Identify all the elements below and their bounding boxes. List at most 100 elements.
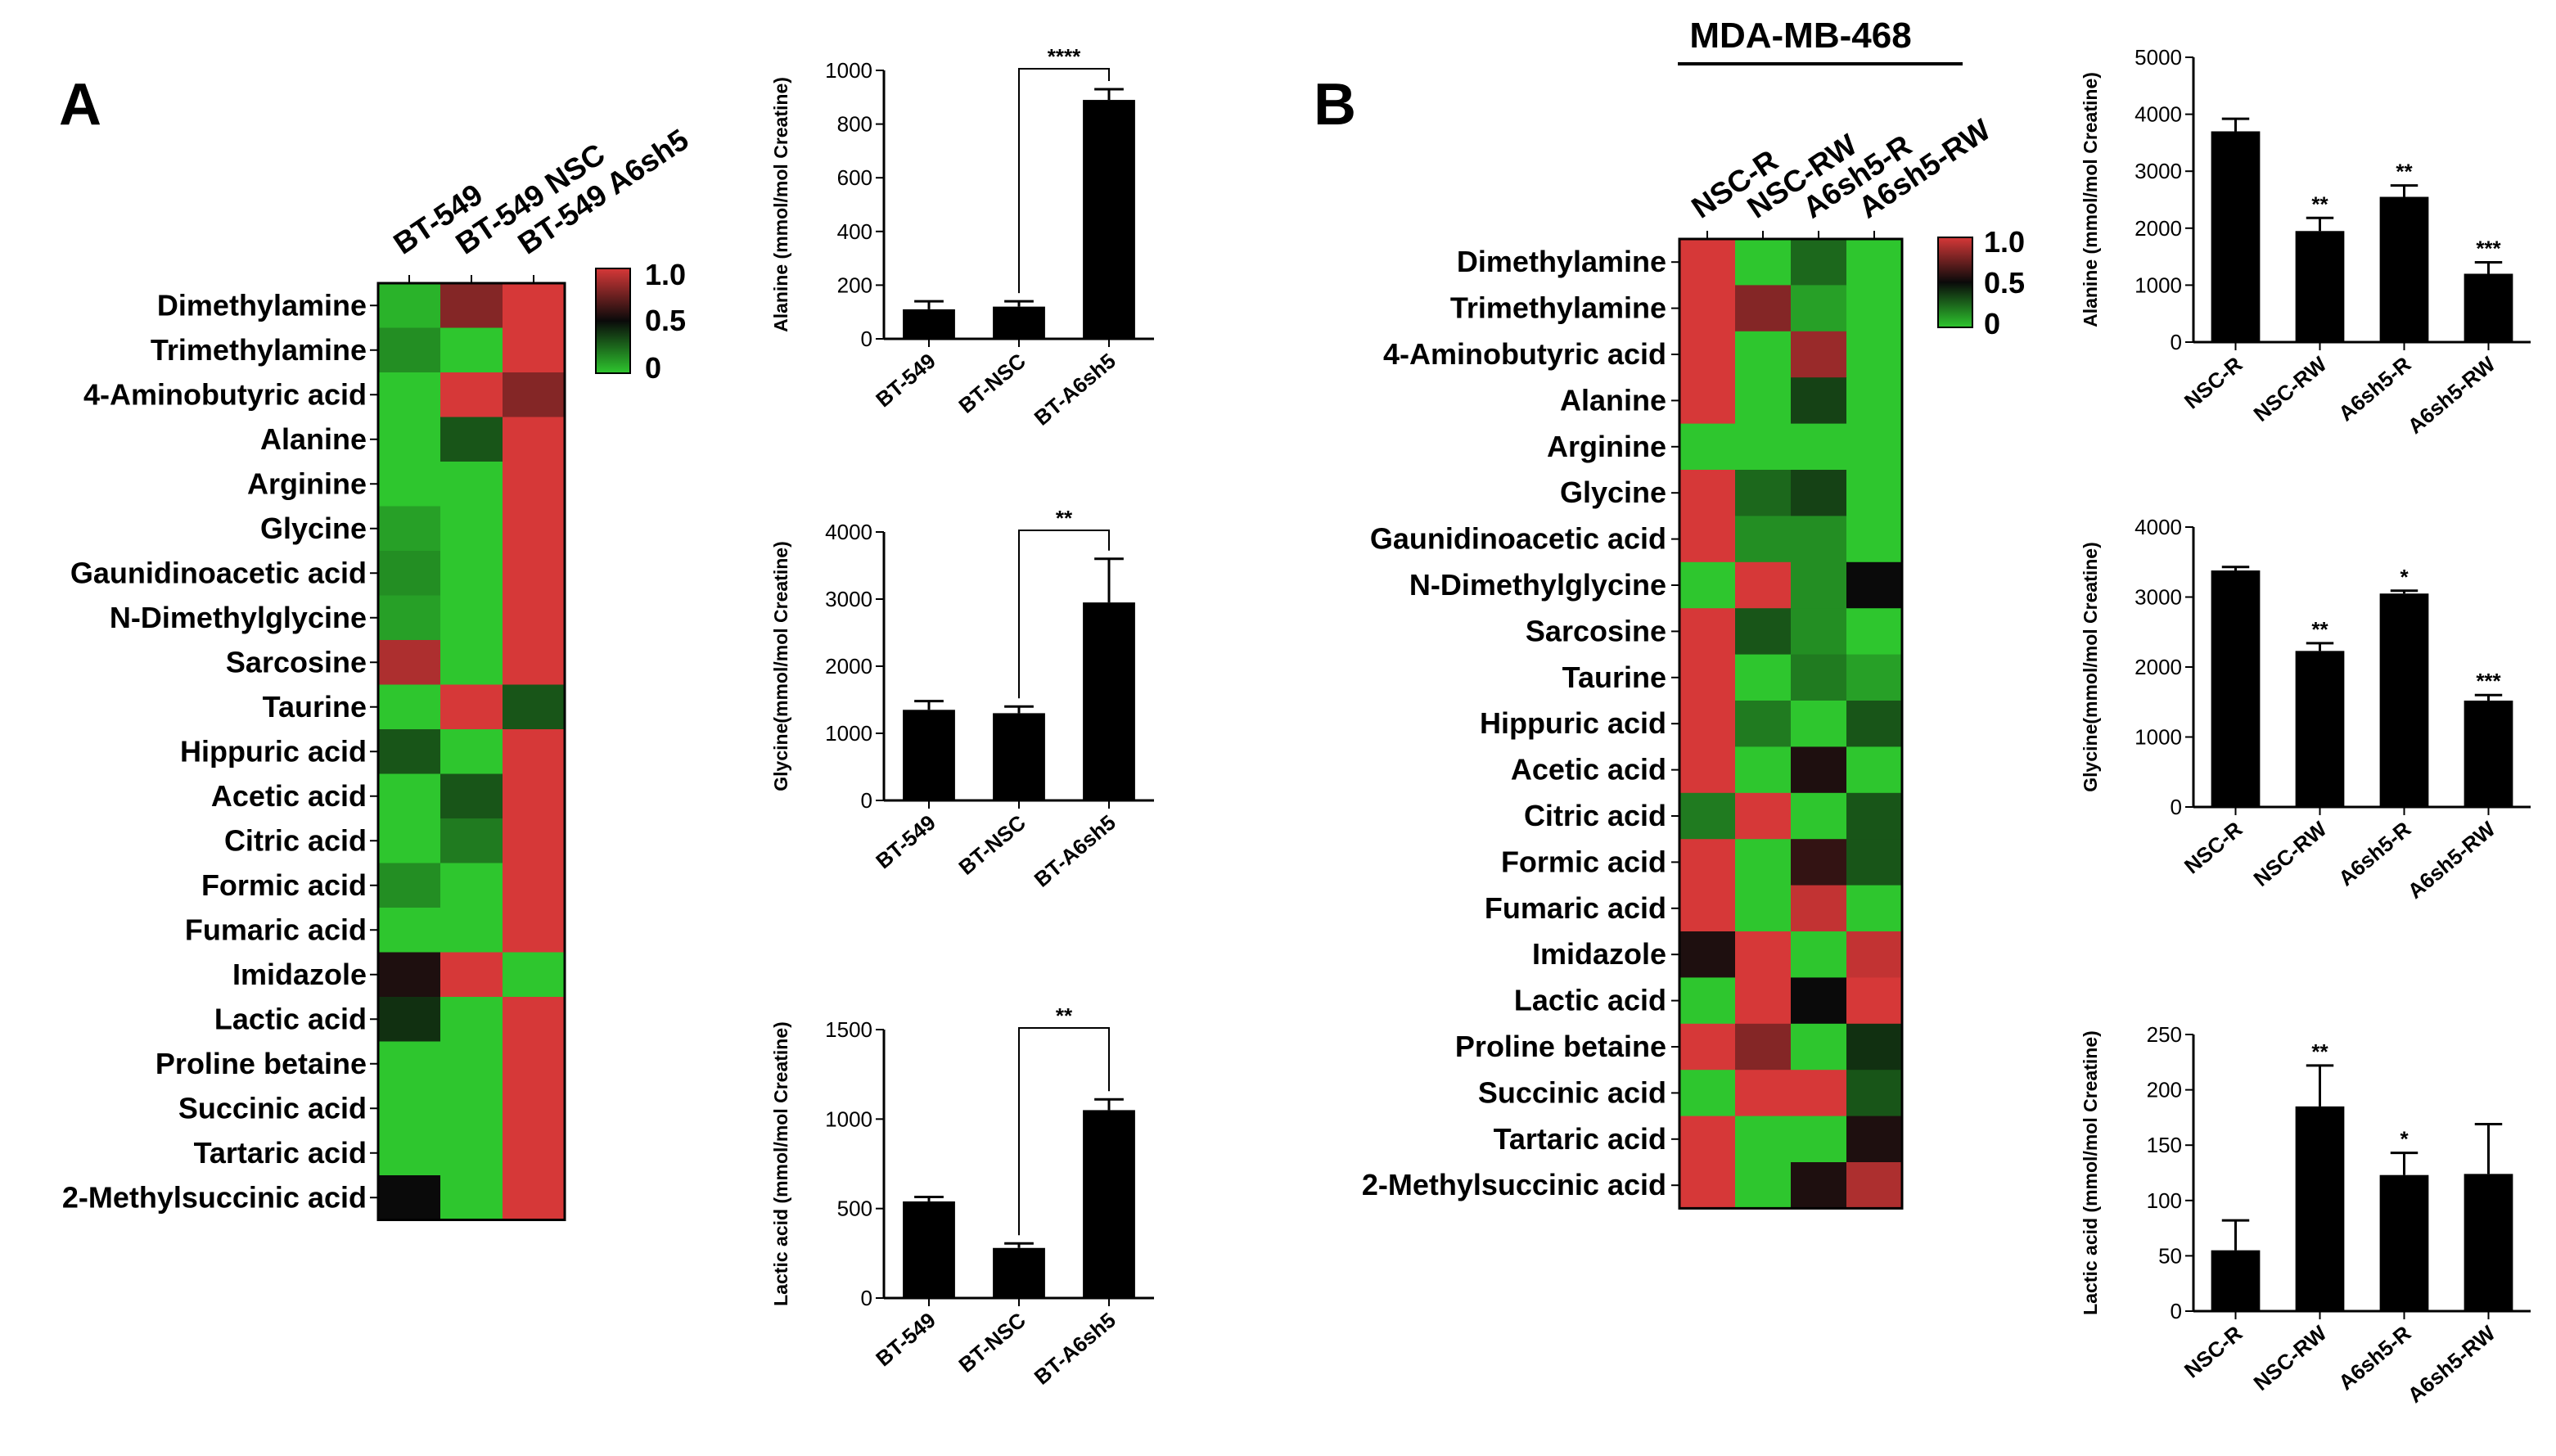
heatmap-cell — [1679, 608, 1736, 656]
heatmap-cell — [1679, 977, 1736, 1025]
heatmap-cell — [440, 729, 503, 775]
heatmap-cell — [503, 417, 566, 462]
heatmap-cell — [378, 1130, 441, 1176]
cell-line-title: MDA-MB-468 — [1689, 16, 1911, 56]
heatmap-cell — [1846, 516, 1903, 563]
heatmap-cell — [503, 863, 566, 908]
heatmap-cell — [440, 684, 503, 730]
heatmap-cell — [1735, 792, 1792, 840]
heatmap-cell — [378, 595, 441, 641]
bar-chart-b-alanine: 0 1000 2000 3000 4000 5000 Alanine (mmol/mol C… — [2080, 45, 2531, 439]
heatmap-cell — [1846, 1023, 1903, 1071]
heatmap-cell — [378, 1175, 441, 1221]
y-tick-label: 600 — [837, 165, 872, 190]
heatmap-cell — [1679, 654, 1736, 701]
heatmap-cell — [1735, 931, 1792, 978]
heatmap-cell — [1846, 839, 1903, 886]
significance-label: * — [2400, 1127, 2409, 1152]
heatmap-cell — [1791, 885, 1847, 932]
heatmap-cell — [1846, 423, 1903, 471]
bar — [2295, 1106, 2345, 1311]
color-scale-bar-a — [595, 268, 631, 374]
heatmap-cell — [440, 595, 503, 641]
heatmap-cell — [378, 952, 441, 998]
row-label: Formic acid — [1501, 845, 1666, 878]
heatmap-cell — [378, 729, 441, 775]
heatmap-cell — [1791, 792, 1847, 840]
heatmap-cell — [440, 952, 503, 998]
row-label: Hippuric acid — [180, 734, 367, 768]
y-tick-label: 400 — [837, 219, 872, 244]
heatmap-cell — [1735, 701, 1792, 747]
heatmap-cell — [1735, 1023, 1792, 1071]
heatmap-cell — [1735, 977, 1792, 1025]
heatmap-cell — [503, 283, 566, 329]
heatmap-cell — [378, 640, 441, 686]
heatmap-cell — [1846, 977, 1903, 1025]
heatmap-cell — [1846, 1070, 1903, 1117]
panel-label-b: B — [1314, 72, 1356, 137]
comparison-label: **** — [1048, 44, 1081, 69]
row-label: 4-Aminobutyric acid — [83, 377, 367, 411]
bar — [2295, 651, 2345, 807]
heatmap-cell — [1791, 423, 1847, 471]
heatmap-cell — [1679, 516, 1736, 563]
heatmap-cell — [378, 818, 441, 864]
heatmap-cell — [1846, 561, 1903, 609]
x-category-label: NSC-RW — [2249, 351, 2332, 426]
heatmap-cell — [1846, 239, 1903, 286]
bar — [2379, 196, 2429, 342]
y-tick-label: 200 — [2147, 1078, 2182, 1102]
heatmap-cell — [503, 1086, 566, 1132]
heatmap-cell — [440, 1041, 503, 1087]
row-label: Lactic acid — [1514, 984, 1666, 1017]
row-label: Dimethylamine — [157, 288, 367, 322]
y-tick-label: 4000 — [2135, 102, 2182, 127]
heatmap-cell — [1791, 561, 1847, 609]
heatmap-cell — [1846, 285, 1903, 332]
heatmap-cell — [1679, 239, 1736, 286]
row-label: N-Dimethylglycine — [110, 601, 367, 634]
heatmap-cell — [440, 908, 503, 953]
heatmap-cell — [1735, 746, 1792, 794]
y-tick-label: 0 — [861, 1286, 872, 1310]
row-label: Citric acid — [1524, 799, 1666, 832]
y-tick-label: 1000 — [825, 1107, 872, 1131]
y-tick-label: 0 — [861, 327, 872, 351]
heatmap-cell — [378, 283, 441, 329]
significance-label: *** — [2476, 669, 2501, 693]
scale-mid-a: 0.5 — [645, 304, 686, 337]
x-category-label: NSC-R — [2180, 1320, 2247, 1382]
row-label: Fumaric acid — [1485, 891, 1666, 925]
row-label: Glycine — [1560, 476, 1666, 509]
heatmap-cell — [440, 773, 503, 819]
heatmap-cell — [440, 997, 503, 1043]
heatmap-cell — [440, 551, 503, 597]
row-label: Trimethylamine — [1450, 291, 1666, 325]
bar-chart-a-glycine: 0 1000 2000 3000 4000 Glycine(mmol/mol Creati… — [770, 506, 1154, 892]
y-tick-label: 0 — [2171, 795, 2182, 819]
scale-high-b: 1.0 — [1984, 225, 2025, 259]
bar — [1083, 100, 1135, 339]
heatmap-cell — [1846, 792, 1903, 840]
x-category-label: BT-NSC — [953, 809, 1030, 879]
y-tick-label: 4000 — [2135, 515, 2182, 539]
heatmap-cell — [503, 1175, 566, 1221]
heatmap-cell — [1679, 701, 1736, 747]
y-tick-label: 4000 — [825, 520, 872, 544]
y-tick-label: 1000 — [825, 58, 872, 83]
y-axis-label: Glycine(mmol/mol Creatine) — [2080, 542, 2101, 791]
heatmap-cell — [503, 908, 566, 953]
row-label: Alanine — [1560, 383, 1666, 417]
bar — [903, 710, 955, 800]
row-label: Taurine — [1562, 660, 1666, 694]
heatmap-cell — [440, 506, 503, 552]
row-label: 4-Aminobutyric acid — [1383, 337, 1666, 371]
heatmap-cell — [1846, 331, 1903, 378]
bar — [2379, 593, 2429, 807]
y-tick-label: 0 — [861, 788, 872, 813]
y-tick-label: 800 — [837, 112, 872, 137]
heatmap-cell — [378, 372, 441, 418]
heatmap-cell — [440, 417, 503, 462]
